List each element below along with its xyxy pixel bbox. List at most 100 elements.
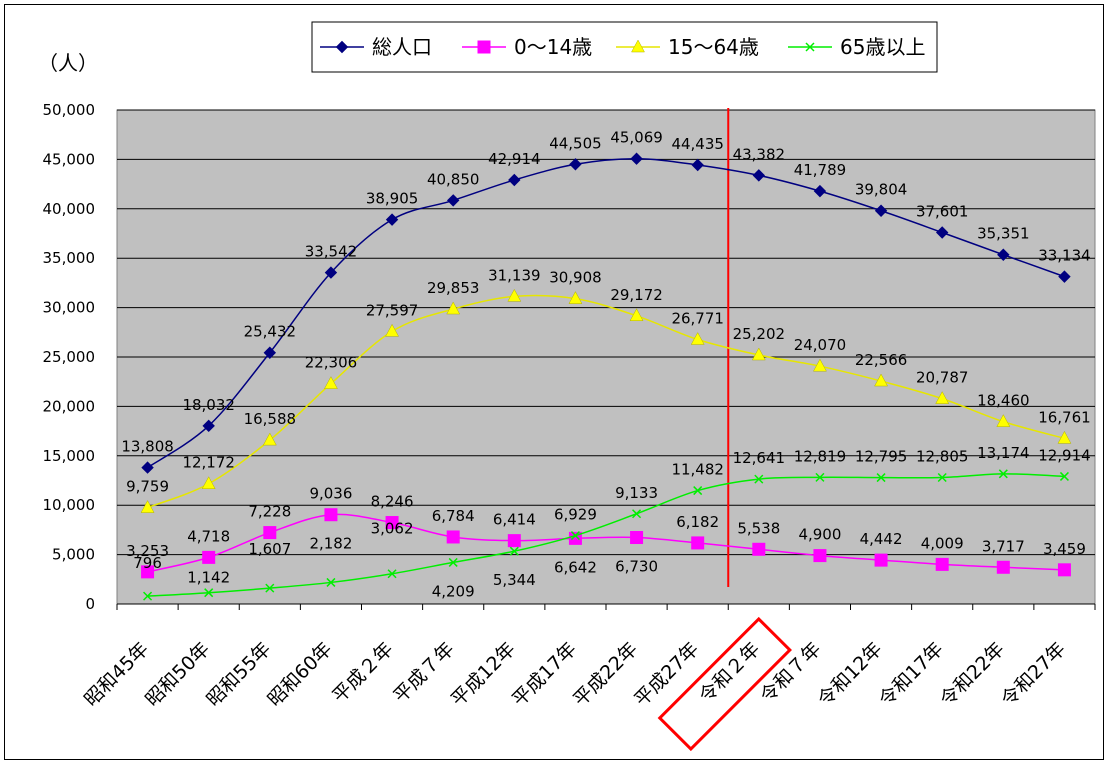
series-3-point: [143, 591, 153, 601]
series-2-point: [385, 323, 399, 337]
series-1-point: [874, 553, 888, 567]
series-0-point: [202, 419, 215, 433]
series-3-point: [1059, 471, 1069, 481]
series-1-point: [507, 534, 521, 548]
y-tick-label: 0: [85, 595, 95, 613]
y-tick-label: 40,000: [43, 200, 96, 218]
data-label: 26,771: [671, 310, 724, 328]
data-label: 37,601: [916, 203, 969, 221]
series-3-point-stroke: [815, 472, 825, 482]
data-label: 5,538: [737, 519, 780, 537]
data-label: 9,133: [615, 484, 658, 502]
series-2-point: [813, 358, 827, 372]
y-axis-label: （人）: [38, 51, 98, 75]
series-3-point-stroke: [387, 569, 397, 579]
y-tick-label: 45,000: [43, 150, 96, 168]
data-label: 1,607: [248, 540, 291, 558]
data-label: 4,900: [798, 526, 841, 544]
series-line-2: [147, 294, 1065, 509]
series-1-point: [691, 536, 705, 550]
data-label: 6,929: [554, 506, 597, 524]
data-label: 12,914: [1038, 446, 1091, 464]
series-2-point: [140, 500, 155, 513]
data-label: 3,717: [982, 537, 1025, 555]
data-label: 31,139: [488, 266, 541, 284]
legend-label: 65歳以上: [840, 35, 925, 59]
series-0-point: [141, 461, 154, 474]
series-line-3: [147, 473, 1065, 597]
data-label: 33,542: [305, 243, 358, 261]
x-tick-label: 令和22年: [936, 638, 1009, 711]
series-1-point: [1057, 563, 1071, 577]
series-1-point: [996, 560, 1010, 574]
x-tick-label: 令和12年: [814, 638, 887, 711]
series-0-point: [691, 158, 704, 172]
series-1-point: [385, 516, 399, 530]
series-3-point-stroke: [632, 509, 642, 519]
x-tick-label: 昭和55年: [202, 638, 275, 711]
series-1-point: [813, 549, 827, 563]
data-label: 41,789: [794, 161, 847, 179]
x-tick-label: 昭和60年: [264, 638, 337, 711]
data-label: 4,009: [921, 534, 964, 552]
y-tick-label: 50,000: [43, 101, 96, 119]
series-3-point-stroke: [937, 472, 947, 483]
series-1-point: [324, 508, 338, 522]
data-label: 4,442: [860, 530, 903, 548]
legend-label: 0〜14歳: [514, 35, 592, 59]
data-label: 7,228: [248, 503, 291, 521]
y-tick-label: 10,000: [43, 496, 96, 514]
series-3-point-stroke: [754, 474, 764, 484]
series-1-point: [630, 531, 644, 545]
data-label: 29,853: [427, 279, 480, 297]
series-3-point: [204, 588, 214, 598]
data-label: 3,459: [1043, 540, 1086, 558]
legend-marker: [335, 40, 349, 54]
series-3-point: [265, 583, 275, 593]
data-label: 12,805: [916, 447, 969, 465]
data-label: 18,460: [977, 392, 1030, 410]
series-2-point: [324, 376, 338, 389]
x-tick-label: 令和27年: [997, 638, 1070, 711]
data-label: 45,069: [610, 129, 663, 147]
series-3-point: [387, 569, 397, 579]
data-label: 4,718: [187, 527, 230, 545]
data-label: 44,505: [549, 134, 602, 152]
series-3-point: [570, 531, 580, 541]
series-3-point: [448, 557, 458, 567]
data-label: 6,182: [676, 513, 719, 531]
series-1-point: [141, 565, 155, 579]
data-label: 16,761: [1038, 408, 1091, 426]
series-3-point: [876, 473, 886, 483]
legend-marker: [631, 39, 645, 53]
series-2-point: [568, 291, 583, 304]
series-3-point: [754, 474, 764, 484]
legend-label: 総人口: [372, 35, 432, 59]
data-label: 42,914: [488, 150, 541, 168]
data-label: 6,414: [493, 511, 536, 529]
data-label: 6,784: [432, 507, 475, 525]
data-label: 3,253: [126, 542, 169, 560]
series-2-point: [874, 373, 888, 387]
series-2-point: [751, 347, 766, 361]
series-2-point: [690, 331, 705, 345]
data-label: 796: [133, 554, 162, 572]
x-tick-label: 平成12年: [447, 638, 520, 711]
x-tick-label: 平成２年: [328, 638, 397, 707]
data-label: 20,787: [916, 369, 969, 387]
data-label: 18,032: [182, 396, 235, 414]
series-2-point: [507, 288, 522, 302]
data-label: 12,172: [182, 454, 235, 472]
data-label: 8,246: [371, 493, 414, 511]
data-label: 29,172: [610, 286, 663, 304]
data-label: 22,566: [855, 351, 908, 369]
series-3-point-stroke: [448, 557, 458, 567]
data-label: 6,642: [554, 558, 597, 576]
y-tick-label: 35,000: [43, 249, 96, 267]
x-tick-label: 昭和45年: [80, 638, 153, 711]
series-line-0: [147, 157, 1065, 469]
series-3-point: [693, 486, 703, 496]
data-label: 25,202: [733, 325, 786, 343]
series-3-point: [632, 509, 642, 519]
